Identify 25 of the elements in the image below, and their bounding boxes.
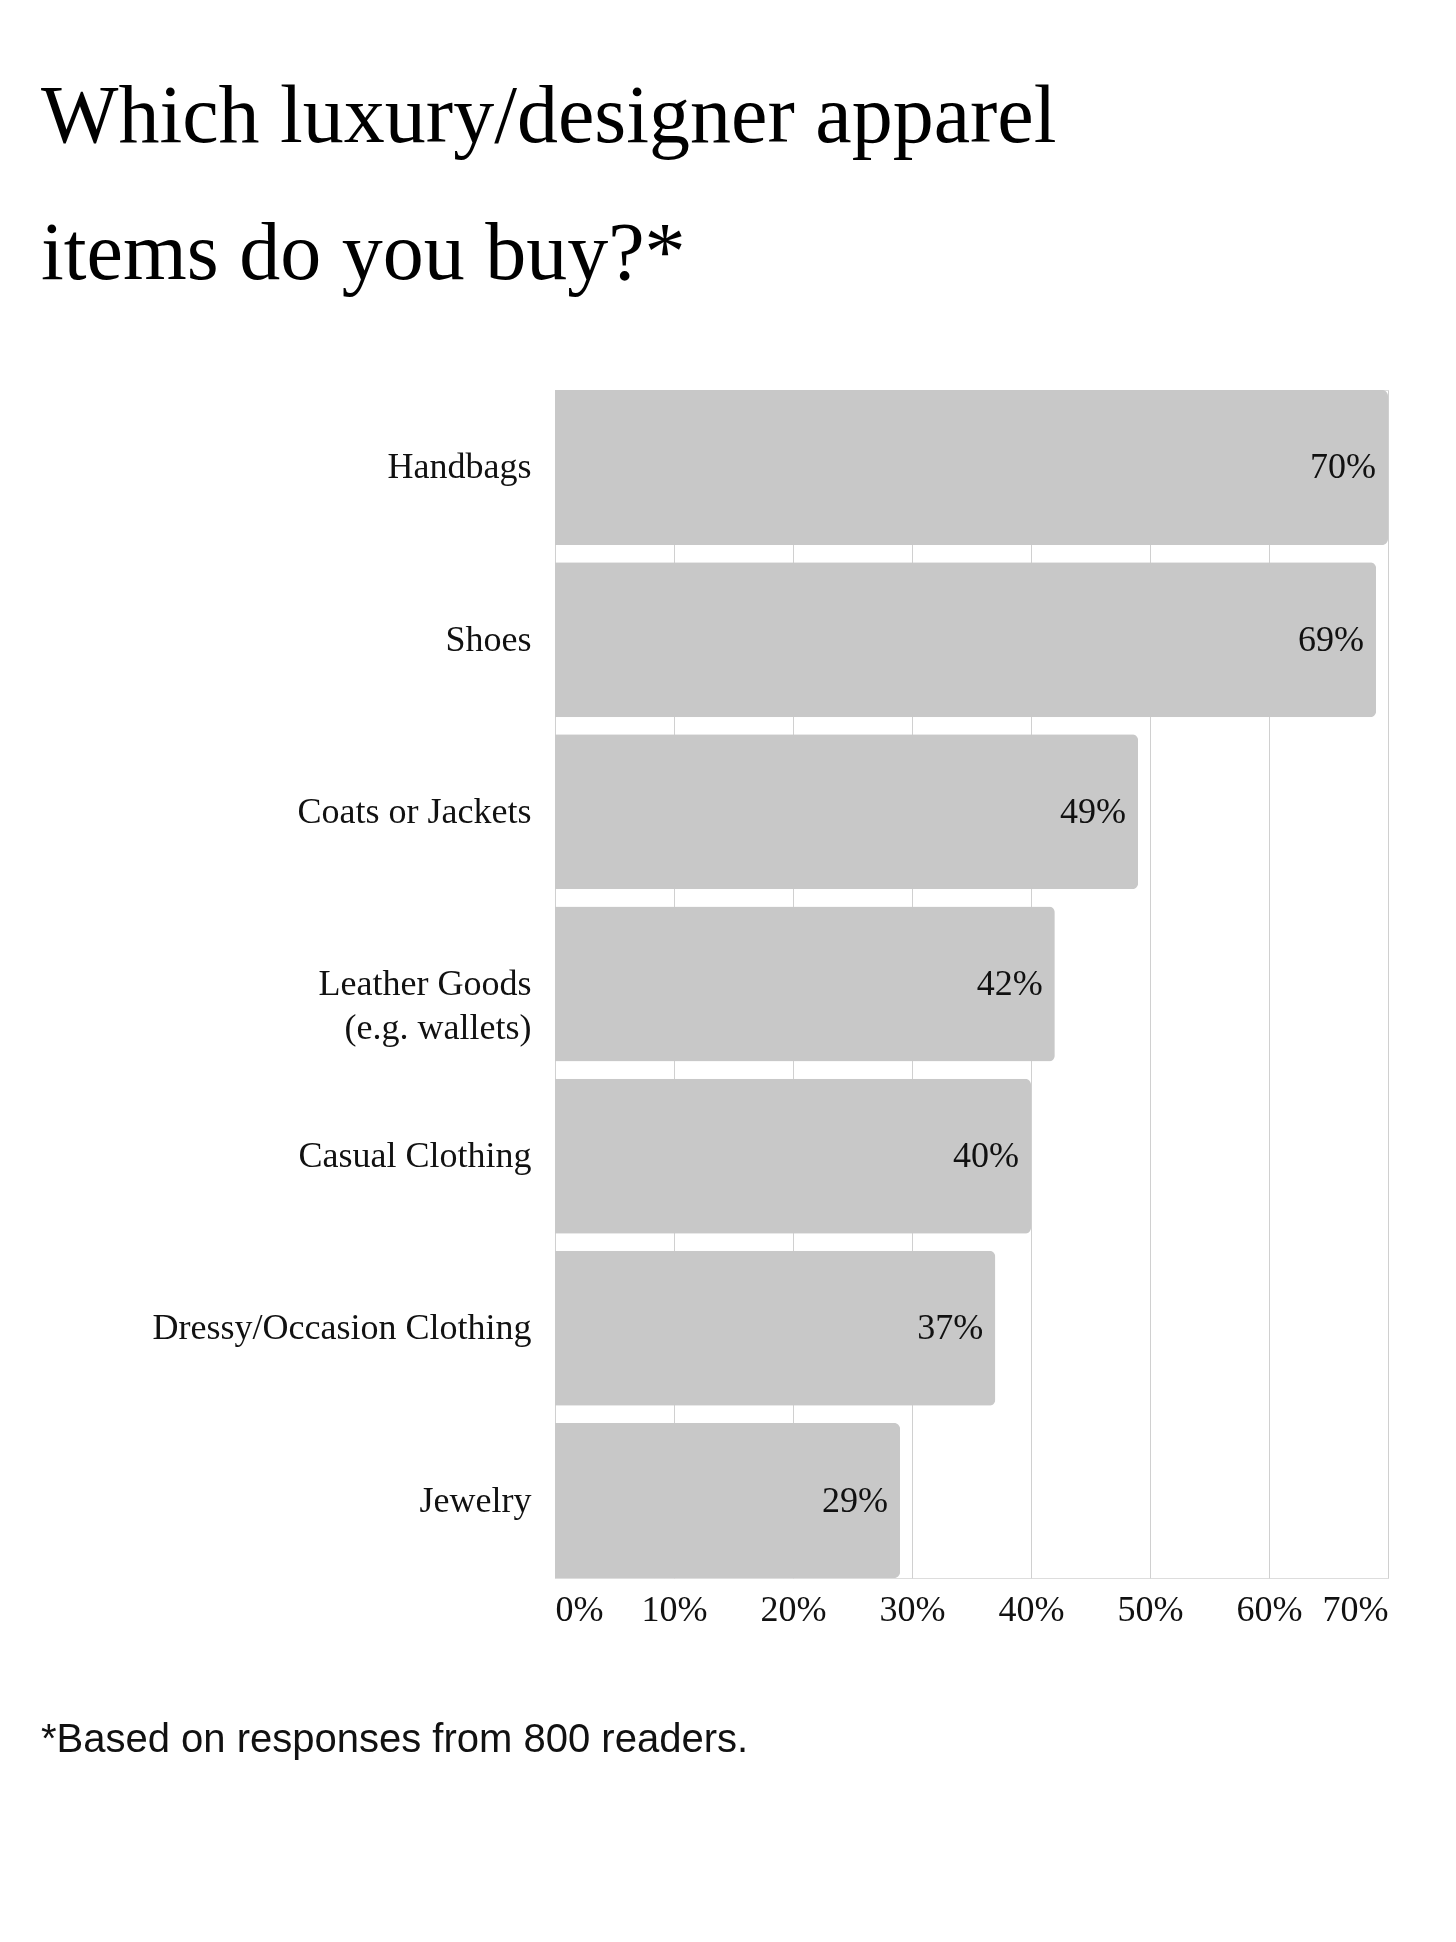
y-tick-label: Casual Clothing [298,1135,532,1176]
text: Which luxury/designer apparel [41,69,1057,160]
text: items do you buy?* [41,206,686,297]
data-label: 40% [953,1135,1019,1176]
data-label: 69% [1298,618,1365,659]
data-label: 29% [822,1479,889,1520]
y-tick-label: Leather Goods (e.g. wallets) [318,963,532,1047]
x-tick-label: 50% [1117,1588,1184,1629]
data-label: 70% [1310,446,1376,487]
y-tick-label: Shoes [445,618,532,659]
x-tick-label: 20% [760,1588,827,1629]
data-label: 49% [1060,790,1127,831]
x-tick-label: 60% [1236,1588,1303,1629]
y-tick-label: Coats or Jackets [297,790,532,831]
x-tick-label: 10% [641,1588,708,1629]
data-label: 37% [917,1307,984,1348]
x-tick-label: 70% [1322,1588,1389,1629]
x-tick-label: 40% [998,1588,1065,1629]
y-tick-label: Jewelry [419,1479,532,1520]
y-tick-label: Dressy/Occasion Clothing [152,1307,532,1348]
x-tick-label: 0% [555,1588,604,1629]
x-tick-label: 30% [879,1588,946,1629]
data-label: 42% [976,963,1043,1003]
y-tick-label: Handbags [387,446,532,487]
text: *Based on responses from 800 readers. [41,1716,749,1760]
